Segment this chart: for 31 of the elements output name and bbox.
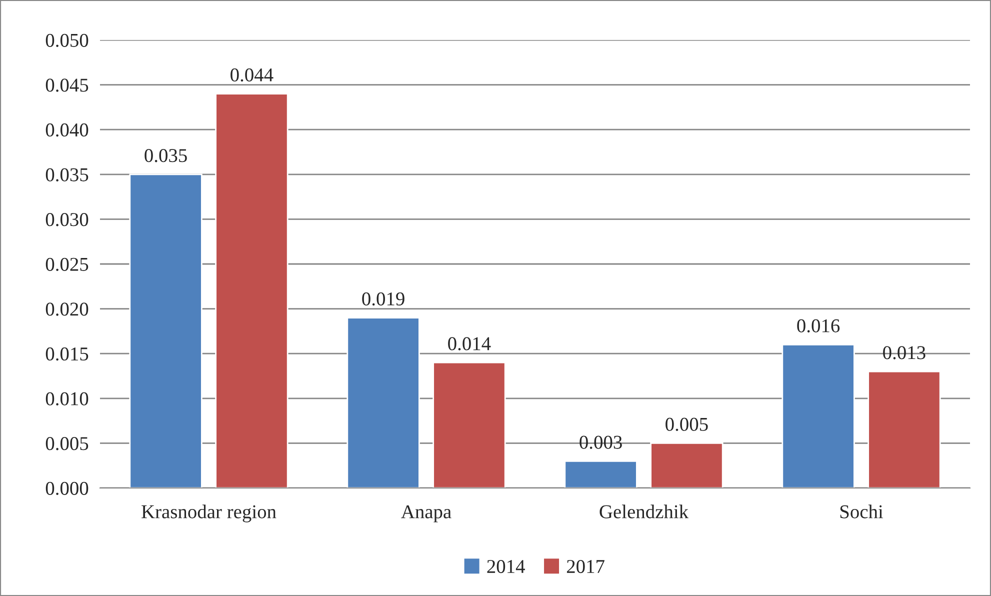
y-tick-label: 0.045 bbox=[46, 78, 88, 92]
legend-label: 2014 bbox=[487, 560, 525, 574]
bar bbox=[215, 93, 288, 488]
y-tick-label: 0.040 bbox=[46, 123, 88, 137]
data-label: 0.016 bbox=[797, 319, 840, 332]
data-label: 0.044 bbox=[230, 68, 274, 82]
y-tick-label: 0.035 bbox=[46, 168, 88, 182]
x-tick-label: Gelendzhik bbox=[600, 504, 689, 518]
data-label: 0.005 bbox=[666, 418, 708, 431]
y-tick-label: 0.015 bbox=[46, 347, 88, 361]
x-tick-label: Sochi bbox=[840, 504, 884, 518]
legend-label: 2017 bbox=[566, 560, 604, 574]
bar bbox=[432, 362, 506, 488]
data-label: 0.035 bbox=[144, 148, 187, 162]
y-tick-label: 0.000 bbox=[46, 482, 88, 496]
y-tick-label: 0.025 bbox=[46, 258, 88, 272]
bar bbox=[564, 460, 638, 488]
x-tick-label: Krasnodar region bbox=[142, 504, 276, 522]
y-tick-label: 0.020 bbox=[46, 302, 88, 316]
bar bbox=[868, 370, 941, 488]
bar bbox=[129, 174, 202, 488]
y-tick-label: 0.010 bbox=[46, 392, 88, 406]
y-tick-label: 0.005 bbox=[46, 437, 88, 450]
bar bbox=[650, 442, 724, 488]
data-label: 0.014 bbox=[448, 337, 491, 350]
bar bbox=[782, 344, 855, 488]
y-tick-label: 0.050 bbox=[46, 34, 88, 48]
data-label: 0.019 bbox=[362, 292, 404, 306]
y-tick-label: 0.030 bbox=[46, 213, 88, 226]
x-tick-label: Anapa bbox=[401, 505, 452, 522]
bar bbox=[346, 317, 420, 488]
